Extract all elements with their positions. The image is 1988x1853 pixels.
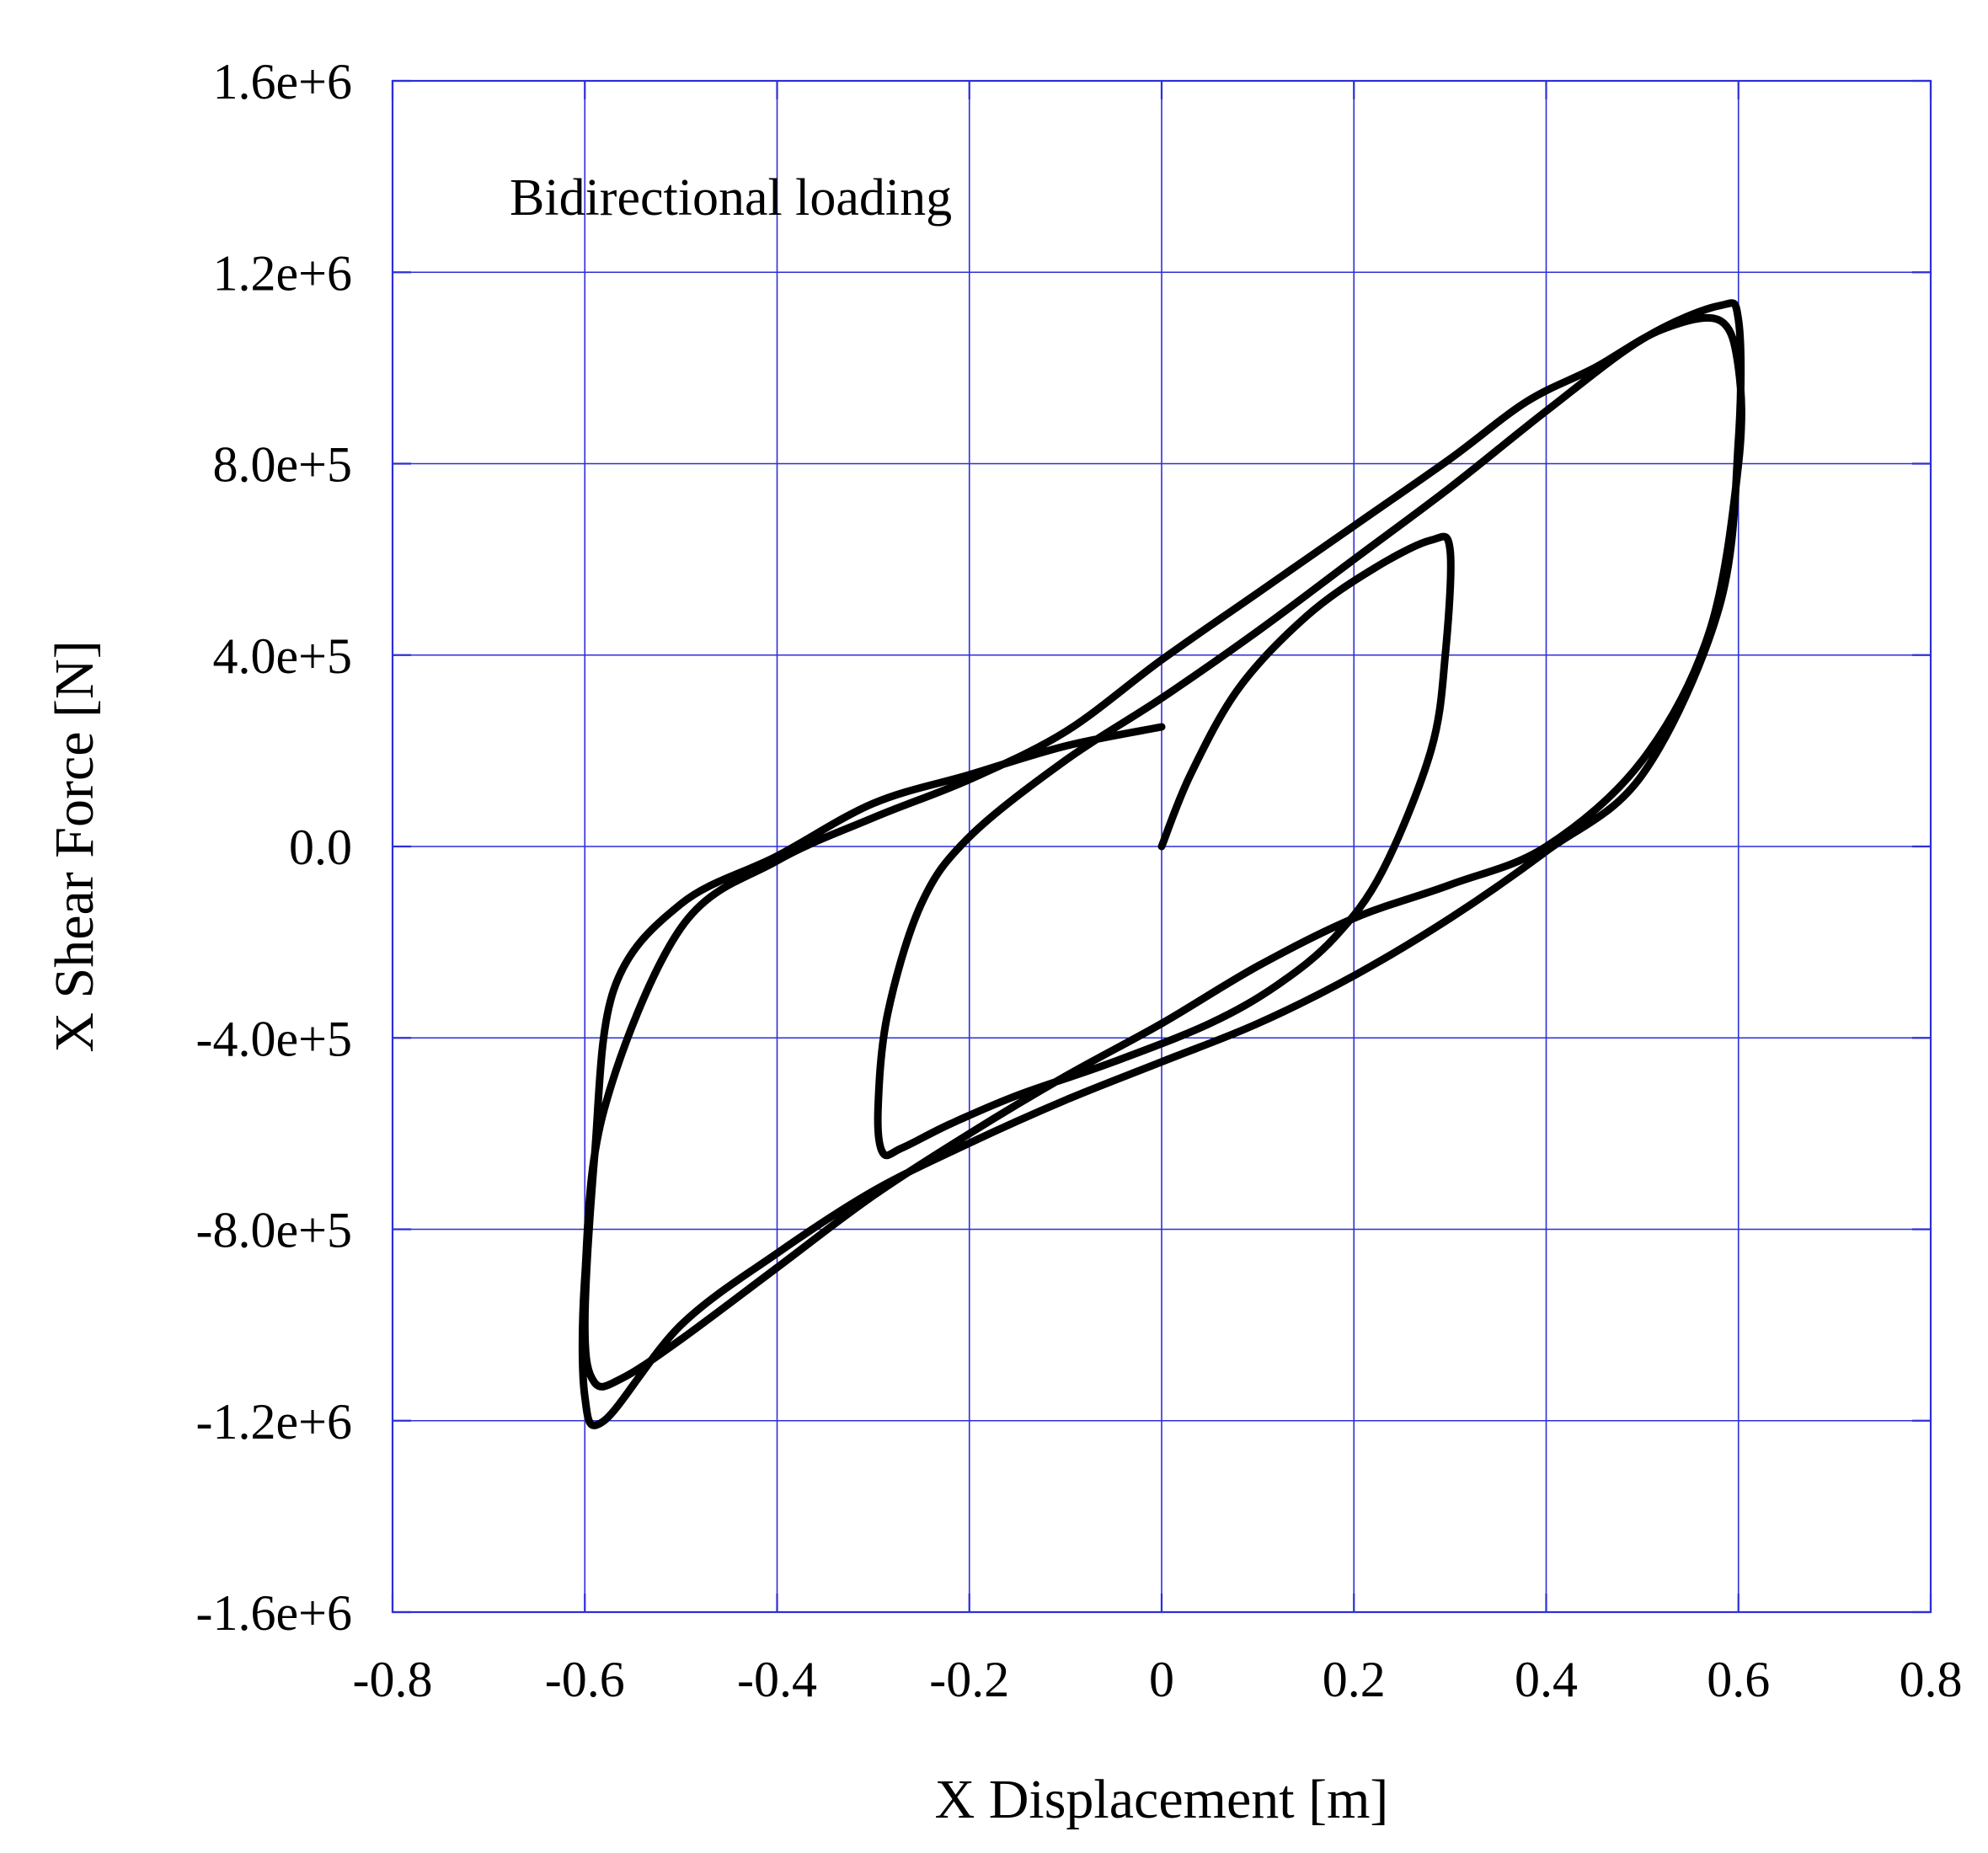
y-tick-label: 0.0 — [289, 820, 352, 875]
y-tick-label: 8.0e+5 — [213, 437, 352, 493]
x-tick-label: 0.6 — [1707, 1652, 1770, 1707]
y-tick-label: 4.0e+5 — [213, 628, 352, 684]
y-axis-title: X Shear Force [N] — [44, 640, 105, 1052]
y-tick-label: 1.6e+6 — [213, 54, 352, 109]
y-tick-label: -4.0e+5 — [196, 1011, 352, 1066]
y-tick-label: -1.2e+6 — [196, 1394, 352, 1450]
x-tick-labels: -0.8 -0.6 -0.4 -0.2 0 0.2 0.4 0.6 0.8 — [353, 1652, 1963, 1707]
y-tick-label: -1.6e+6 — [196, 1585, 352, 1641]
y-tick-labels: 1.6e+6 1.2e+6 8.0e+5 4.0e+5 0.0 -4.0e+5 -8.0e+… — [196, 54, 352, 1641]
x-tick-label: 0.2 — [1323, 1652, 1386, 1707]
x-tick-label: -0.2 — [929, 1652, 1009, 1707]
y-tick-label: -8.0e+5 — [196, 1203, 352, 1258]
x-tick-label: 0 — [1149, 1652, 1174, 1707]
x-axis-title: X Displacement [m] — [935, 1769, 1389, 1830]
x-tick-label: -0.8 — [353, 1652, 433, 1707]
series-line-force-displacement — [578, 299, 1745, 1429]
y-tick-label: 1.2e+6 — [213, 245, 352, 301]
x-tick-label: 0.8 — [1900, 1652, 1963, 1707]
tick-marks — [391, 79, 1932, 1614]
x-tick-label: -0.4 — [737, 1652, 817, 1707]
x-tick-label: 0.4 — [1515, 1652, 1578, 1707]
chart-annotation: Bidirectional loading — [510, 169, 952, 227]
x-tick-label: -0.6 — [545, 1652, 625, 1707]
